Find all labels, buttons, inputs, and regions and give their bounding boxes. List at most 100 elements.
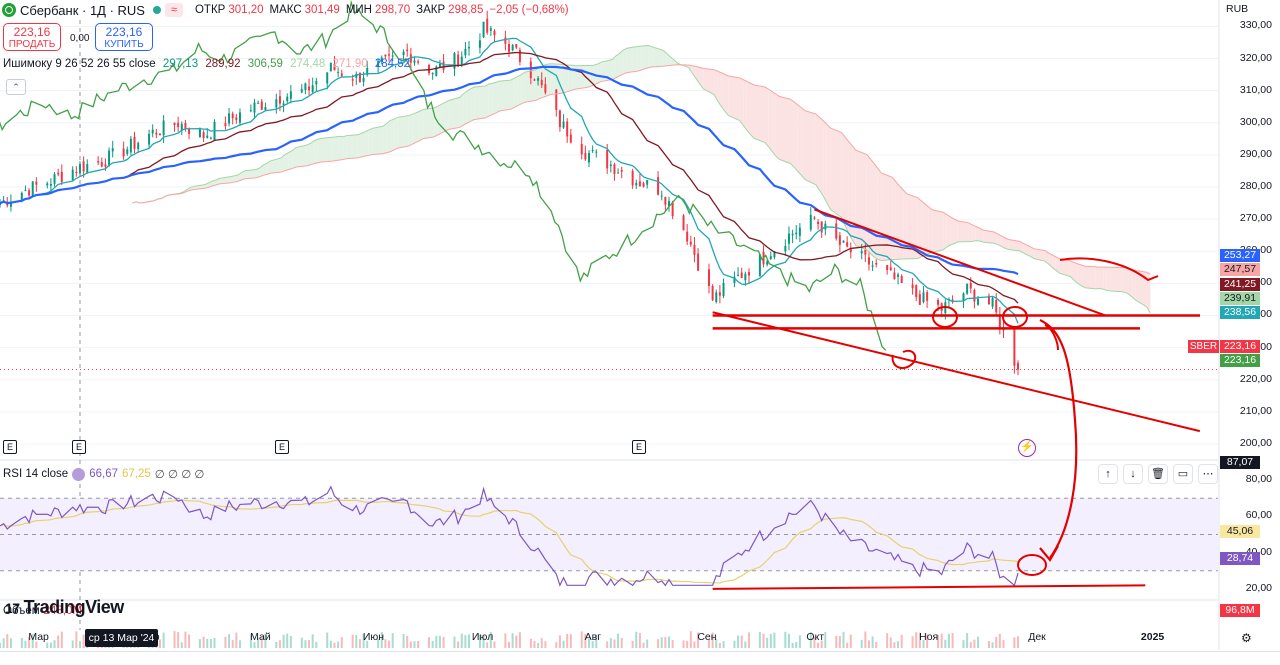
candle-body	[682, 215, 685, 231]
price-tick-label: 220,00	[1239, 372, 1272, 385]
volume-bar	[784, 631, 787, 648]
cloud-segment	[892, 177, 896, 260]
volume-bar	[173, 631, 176, 648]
candle-body	[987, 295, 990, 305]
tradingview-logo[interactable]: 17 TradingView	[5, 597, 124, 618]
volume-bar	[849, 634, 852, 648]
volume-bar	[453, 636, 456, 648]
cloud-segment	[699, 67, 704, 89]
bottom-toolbar[interactable]	[0, 651, 1280, 665]
candle-body	[158, 133, 161, 135]
cloud-segment	[703, 68, 715, 95]
kijun-line	[0, 51, 1019, 304]
volume-bar	[9, 638, 12, 648]
circle-drawing	[932, 306, 958, 328]
cloud-segment	[979, 228, 984, 243]
cloud-segment	[746, 81, 751, 135]
ichimoku-label: Ишимоку 9 26 52 26 55 close	[3, 58, 156, 70]
cloud-segment	[361, 131, 366, 157]
earnings-event-icon[interactable]: E	[72, 440, 86, 454]
volume-bar	[966, 633, 969, 648]
volume-bar	[206, 638, 209, 648]
volume-bar	[987, 641, 990, 648]
candle-body	[860, 251, 863, 254]
candle-body	[78, 164, 81, 174]
price-tick-label: 210,00	[1239, 404, 1272, 417]
cloud-segment	[844, 136, 849, 233]
pane-delete-icon[interactable]: 🗑	[1148, 464, 1168, 484]
candle-body	[529, 61, 532, 79]
candle-body	[231, 113, 234, 119]
lightning-event-icon[interactable]: ⚡	[1018, 439, 1036, 457]
earnings-event-icon[interactable]: E	[275, 440, 289, 454]
rsi-placeholders: ∅ ∅ ∅ ∅	[154, 469, 205, 481]
pane-move-down-icon[interactable]: ↓	[1123, 464, 1143, 484]
price-tick-label: 300,00	[1239, 115, 1272, 128]
cloud-segment	[801, 107, 805, 180]
symbol-title[interactable]: Сбербанк · 1Д · RUS	[20, 2, 145, 18]
cloud-segment	[292, 147, 296, 169]
cloud-segment	[445, 100, 449, 132]
cloud-segment	[877, 168, 882, 261]
volume-bar	[588, 638, 591, 648]
cloud-segment	[441, 102, 446, 134]
cloud-segment	[521, 72, 526, 104]
sell-button[interactable]: 223,16 ПРОДАТЬ	[3, 23, 61, 51]
volume-bar	[620, 637, 623, 648]
candle-body	[49, 184, 52, 186]
user-drawings[interactable]	[712, 208, 1201, 590]
buy-button[interactable]: 223,16 КУПИТЬ	[95, 23, 153, 51]
volume-bar	[333, 642, 336, 648]
time-tick-label: Июл	[471, 631, 494, 643]
rsi-value: 66,67	[89, 468, 118, 480]
cloud-segment	[852, 145, 856, 246]
pane-maximize-icon[interactable]: ▭	[1173, 464, 1193, 484]
earnings-event-icon[interactable]: E	[632, 440, 646, 454]
cloud-segment	[692, 65, 696, 79]
candle-body	[60, 171, 63, 182]
volume-bar	[388, 640, 391, 648]
candle-body	[867, 257, 870, 265]
cloud-segment	[881, 172, 893, 261]
cloud-segment	[255, 168, 260, 178]
circle-drawing	[1017, 554, 1047, 576]
rsi-line	[0, 485, 1019, 587]
crosshair-date: ср 13 Мар '24	[85, 629, 158, 647]
candle-body	[518, 50, 521, 62]
rsi-ma-value: 67,25	[121, 468, 151, 480]
volume-legend[interactable]: Объем 248,0M	[3, 605, 82, 617]
indicator-lines	[0, 0, 1151, 351]
candle-body	[249, 110, 252, 112]
volume-bar	[715, 639, 718, 648]
rsi-legend[interactable]: RSI 14 close 66,67 67,25 ∅ ∅ ∅ ∅	[3, 467, 208, 481]
candles[interactable]	[0, 10, 1020, 376]
pane-move-up-icon[interactable]: ↑	[1098, 464, 1118, 484]
volume-bar	[486, 642, 489, 648]
currency-label[interactable]: RUB	[1226, 3, 1249, 15]
ichimoku-legend[interactable]: Ишимоку 9 26 52 26 55 close 297,13 289,9…	[3, 58, 414, 70]
cloud-segment	[550, 63, 562, 95]
volume-bar	[584, 633, 587, 648]
open-label: ОТКР	[194, 4, 226, 16]
volume-bar	[682, 640, 685, 648]
candle-body	[977, 298, 980, 305]
cloud-segment	[670, 56, 675, 66]
earnings-event-icon[interactable]: E	[3, 440, 17, 454]
volume-bar	[962, 640, 965, 648]
volume-bar	[278, 640, 281, 648]
volume-bar	[766, 637, 769, 648]
volume-bar	[875, 641, 878, 648]
cloud-segment	[768, 89, 773, 152]
cloud-segment	[928, 206, 933, 254]
collapse-legend-icon[interactable]: ⌃	[6, 79, 26, 95]
pane-more-icon[interactable]: ⋯	[1198, 464, 1218, 484]
cloud-segment	[826, 124, 831, 210]
volume-bar	[60, 631, 63, 648]
volume-bar	[366, 640, 369, 648]
rsi-settings-icon[interactable]	[72, 467, 86, 481]
cloud-segment	[288, 150, 293, 170]
settings-gear-icon[interactable]: ⚙	[1241, 631, 1252, 645]
wave-icon[interactable]: ≈	[164, 3, 183, 17]
ichimoku-value: 284,52	[374, 58, 411, 70]
